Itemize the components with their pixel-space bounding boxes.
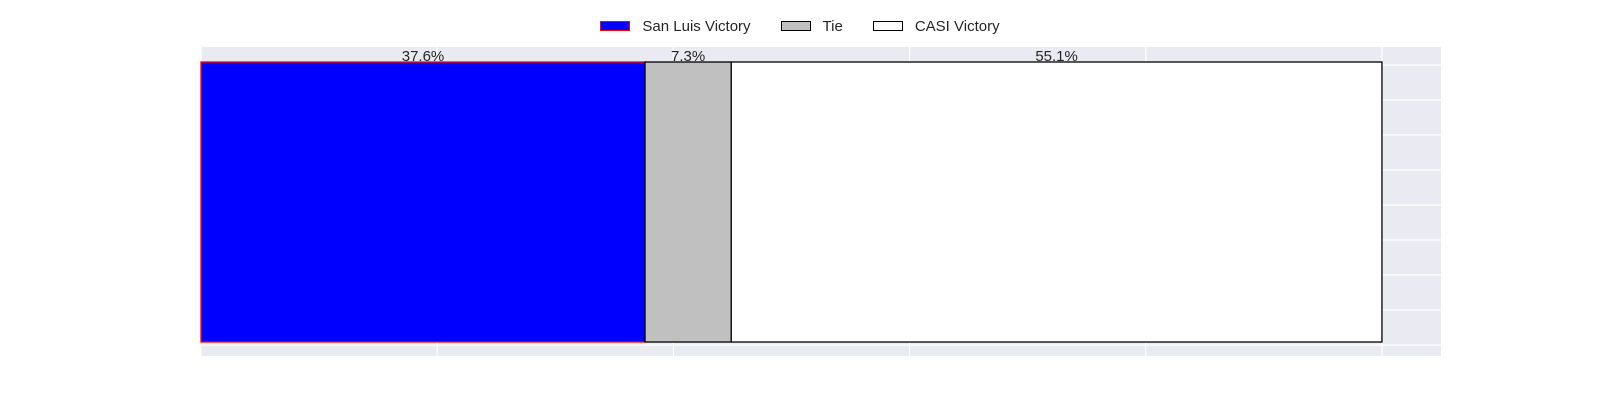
bar-tie [644,61,732,343]
legend-item-tie: Tie [780,16,843,36]
data-labels: 37.6% 7.3% 55.1% [402,48,1078,65]
legend-label-san-luis-victory: San Luis Victory [642,17,751,35]
bar-san-luis-victory [200,61,646,343]
bars [200,61,1383,343]
legend-swatch-tie [780,21,811,31]
data-label-tie: 7.3% [671,48,705,65]
legend-item-san-luis-victory: San Luis Victory [600,16,751,36]
legend-swatch-san-luis-victory [600,21,631,31]
data-label-casi-victory: 55.1% [1035,48,1078,65]
legend: San Luis Victory Tie CASI Victory [0,16,1600,36]
bar-casi-victory [730,61,1383,343]
legend-item-casi-victory: CASI Victory [872,16,1000,36]
legend-label-casi-victory: CASI Victory [914,17,1000,35]
legend-label-tie: Tie [822,17,843,35]
data-label-san-luis-victory: 37.6% [402,48,445,65]
legend-swatch-casi-victory [872,21,903,31]
